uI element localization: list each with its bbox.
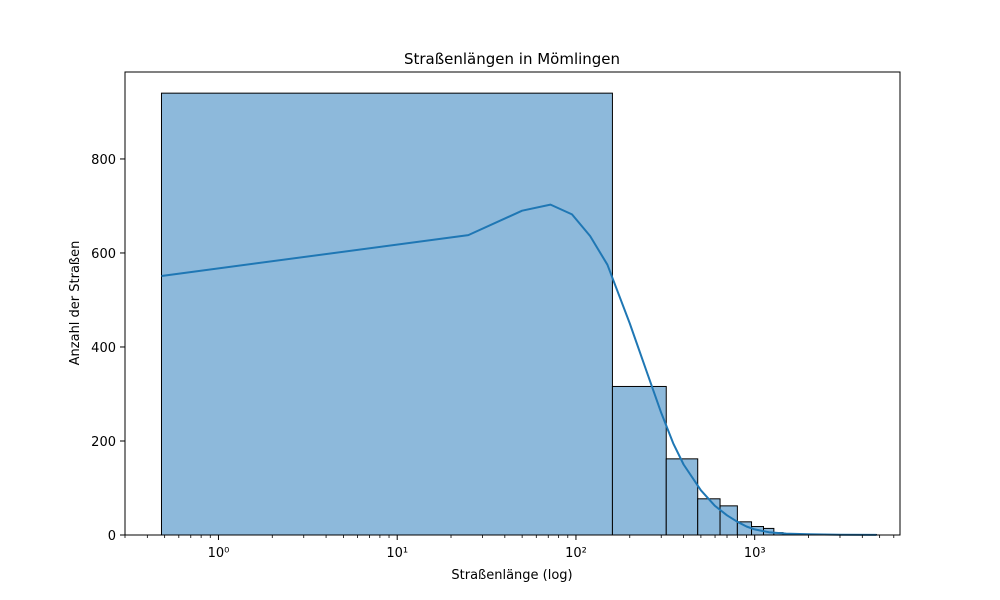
x-tick-label: 10² bbox=[565, 546, 587, 561]
x-axis: 10⁰ 10¹ 10² 10³ bbox=[124, 535, 895, 561]
x-tick-label: 10⁰ bbox=[208, 546, 230, 561]
histogram-bar bbox=[611, 385, 667, 536]
y-axis-title: Anzahl der Straßen bbox=[68, 241, 83, 366]
plot-frame bbox=[124, 71, 901, 536]
y-tick-label: 800 bbox=[91, 153, 116, 168]
histogram-bar bbox=[665, 458, 699, 536]
y-tick-label: 0 bbox=[108, 529, 116, 544]
histogram-bar bbox=[697, 498, 721, 536]
y-tick-label: 200 bbox=[91, 435, 116, 450]
y-axis: 0 200 400 600 800 bbox=[91, 153, 125, 544]
x-tick-label: 10³ bbox=[744, 546, 766, 561]
bars-layer bbox=[160, 92, 877, 536]
y-tick-label: 600 bbox=[91, 247, 116, 262]
histogram-bar bbox=[160, 92, 613, 536]
x-axis-title: Straßenlänge (log) bbox=[451, 568, 572, 583]
chart-title: Straßenlängen in Mömlingen bbox=[404, 50, 620, 68]
y-tick-label: 400 bbox=[91, 341, 116, 356]
kde-line bbox=[161, 203, 877, 536]
x-tick-label: 10¹ bbox=[386, 546, 408, 561]
